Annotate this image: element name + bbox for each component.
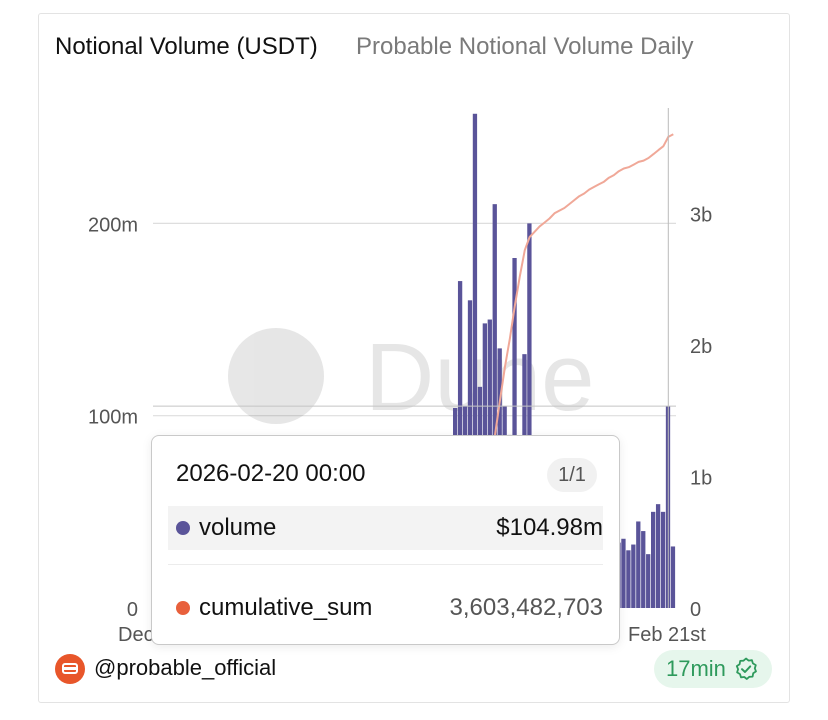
bar <box>621 538 626 608</box>
y2-tick-label: 3b <box>690 204 712 226</box>
x-tick-label: Feb 21st <box>628 624 706 646</box>
chart-tooltip: 2026-02-20 00:00 1/1 volume $104.98m cum… <box>151 435 620 645</box>
verified-check-icon <box>735 657 757 680</box>
cumulative-dot-icon <box>176 601 190 615</box>
dune-watermark: Dune <box>228 324 595 431</box>
refresh-time: 17min <box>666 656 726 681</box>
y2-tick-label: 2b <box>690 336 712 358</box>
bar <box>651 511 656 608</box>
bar <box>472 113 478 609</box>
y2-tick-label: 0 <box>690 599 701 621</box>
y-tick-label: 100m <box>88 407 138 429</box>
tooltip-page-indicator: 1/1 <box>547 458 597 492</box>
bar <box>527 223 532 608</box>
bar <box>626 550 631 608</box>
tooltip-row-cumulative: cumulative_sum 3,603,482,703 <box>168 586 603 630</box>
bar <box>512 258 517 608</box>
tooltip-series-name: volume <box>199 514 277 541</box>
bar <box>646 554 651 608</box>
avatar[interactable] <box>55 654 85 684</box>
x-tick-label: Dec <box>118 624 154 646</box>
bar <box>631 544 636 608</box>
y-tick-label: 200m <box>88 214 138 236</box>
chart-title: Notional Volume (USDT) <box>55 33 318 60</box>
tooltip-series-value: $104.98m <box>496 514 603 541</box>
volume-dot-icon <box>176 521 190 535</box>
bar <box>641 531 646 608</box>
tooltip-date: 2026-02-20 00:00 <box>176 460 366 487</box>
bar <box>670 546 676 608</box>
refresh-badge[interactable]: 17min <box>654 650 772 688</box>
bar <box>636 521 641 608</box>
tooltip-divider <box>168 564 603 565</box>
y2-tick-label: 1b <box>690 467 712 489</box>
dune-logo-icon <box>228 328 324 424</box>
tooltip-series-value: 3,603,482,703 <box>449 594 603 621</box>
bar <box>655 504 661 608</box>
chart-subtitle[interactable]: Probable Notional Volume Daily <box>356 33 694 60</box>
y-tick-label: 0 <box>127 599 138 621</box>
tooltip-series-name: cumulative_sum <box>199 594 373 621</box>
tooltip-row-volume: volume $104.98m <box>168 506 603 550</box>
footer-username[interactable]: @probable_official <box>94 655 277 680</box>
bar <box>660 511 666 608</box>
